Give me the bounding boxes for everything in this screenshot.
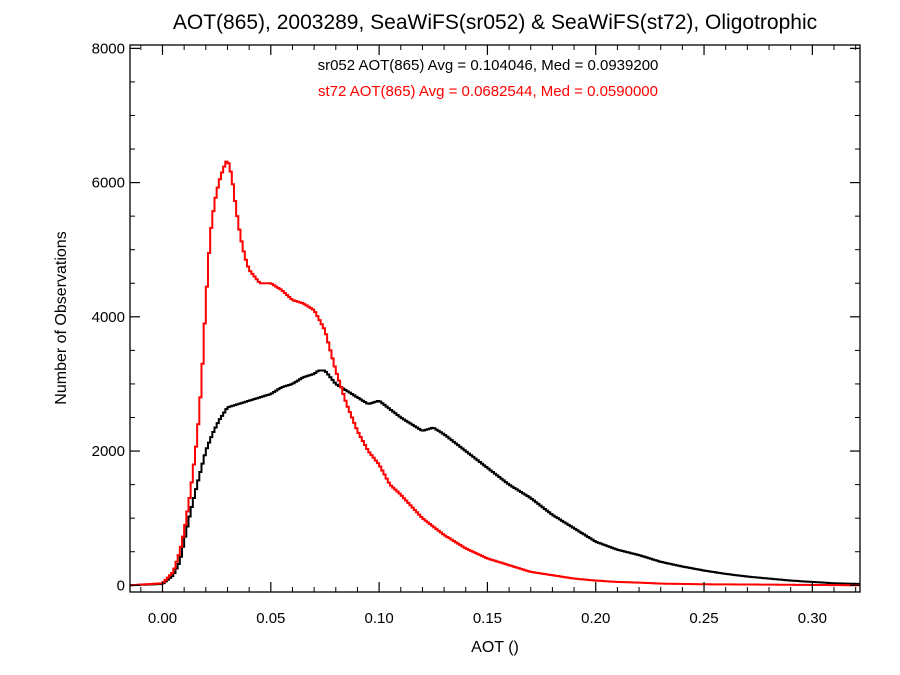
y-tick-label: 6000 xyxy=(92,175,125,192)
annotation-sr052-stats: sr052 AOT(865) Avg = 0.104046, Med = 0.0… xyxy=(318,57,659,74)
chart-title: AOT(865), 2003289, SeaWiFS(sr052) & SeaW… xyxy=(173,11,817,34)
x-tick-label: 0.25 xyxy=(689,610,718,627)
x-tick-label: 0.30 xyxy=(798,610,827,627)
x-tick-label: 0.20 xyxy=(581,610,610,627)
plot-frame xyxy=(129,44,861,593)
x-tick-label: 0.10 xyxy=(365,610,394,627)
y-tick-label: 0 xyxy=(117,577,125,594)
x-axis-label: AOT () xyxy=(471,639,519,656)
x-tick-label: 0.05 xyxy=(256,610,285,627)
y-tick-label: 8000 xyxy=(92,40,125,57)
y-tick-label: 2000 xyxy=(92,443,125,460)
x-tick-label: 0.15 xyxy=(473,610,502,627)
x-axis-ticks: 0.00 0.05 0.10 0.15 0.20 0.25 0.30 xyxy=(140,45,857,627)
series-line-st72 xyxy=(130,160,860,587)
series-layer xyxy=(130,160,860,587)
y-axis-ticks: 0 2000 4000 6000 8000 xyxy=(92,40,860,594)
annotation-st72-stats: st72 AOT(865) Avg = 0.0682544, Med = 0.0… xyxy=(318,83,658,100)
y-axis-label: Number of Observations xyxy=(53,231,70,404)
x-tick-label: 0.00 xyxy=(148,610,177,627)
y-tick-label: 4000 xyxy=(92,309,125,326)
plot-area: 0.00 0.05 0.10 0.15 0.20 0.25 0.30 0 2000 4000 60… xyxy=(92,40,861,627)
series-line-sr052 xyxy=(130,369,860,587)
